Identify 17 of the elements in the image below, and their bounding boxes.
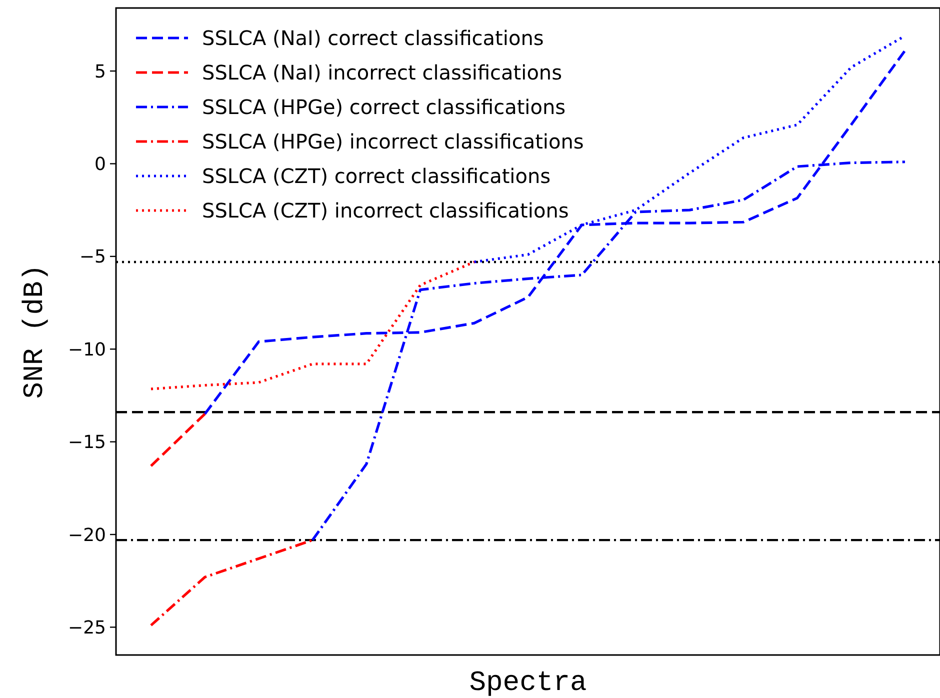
y-tick-label: 5 xyxy=(94,61,106,82)
y-tick-label: −15 xyxy=(68,432,106,454)
legend-label: SSLCA (HPGe) incorrect classifications xyxy=(202,130,584,154)
legend-label: SSLCA (NaI) correct classifications xyxy=(202,26,544,50)
y-tick-label: −10 xyxy=(68,339,106,360)
legend-label: SSLCA (CZT) correct classifications xyxy=(202,164,551,188)
y-tick-label: −20 xyxy=(68,524,106,546)
y-axis-title: SNR (dB) xyxy=(20,264,51,399)
y-tick-label: −25 xyxy=(68,617,106,638)
legend-label: SSLCA (NaI) incorrect classifications xyxy=(202,60,562,84)
legend-label: SSLCA (HPGe) correct classifications xyxy=(202,95,566,119)
y-tick-label: 0 xyxy=(94,154,106,176)
line-series xyxy=(150,260,476,390)
y-tick-label: −5 xyxy=(79,246,106,268)
x-axis-title: Spectra xyxy=(469,668,587,698)
line-series xyxy=(150,538,314,627)
legend-label: SSLCA (CZT) incorrect classifications xyxy=(202,198,569,222)
